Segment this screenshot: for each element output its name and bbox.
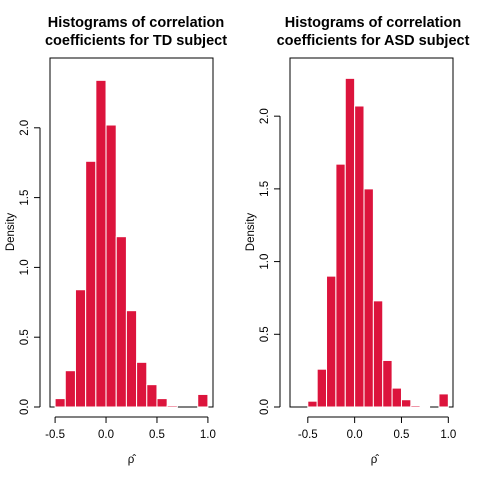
histogram-bar	[419, 405, 431, 408]
x-tick-label: 0.5	[393, 429, 409, 441]
x-tick-label: 1.0	[200, 429, 216, 441]
histogram-bar	[156, 398, 168, 408]
histogram-bar	[372, 300, 384, 408]
histogram-bar	[85, 160, 97, 408]
chart-title-line-2: coefficients for ASD subject	[277, 33, 470, 49]
x-axis-label: ρ̂	[128, 454, 137, 466]
x-axis-label: ρ̂	[371, 454, 380, 466]
histogram-bar	[125, 310, 138, 408]
histogram-bar	[354, 105, 365, 408]
x-axis: -0.5 0.0 0.5 1.0	[45, 416, 216, 441]
histogram-bar	[410, 405, 421, 408]
bar-group	[307, 77, 449, 408]
x-axis: -0.5 0.0 0.5 1.0	[298, 416, 456, 441]
y-axis-label: Density	[5, 213, 17, 252]
y-tick-label: 1.0	[19, 259, 31, 275]
y-tick-label: 0.5	[19, 329, 31, 345]
y-tick-label: 0.0	[19, 399, 31, 415]
x-tick-label: 0.5	[149, 429, 165, 441]
histogram-bar	[146, 384, 158, 408]
histogram-bar	[105, 124, 117, 408]
x-tick-label: 0.0	[98, 429, 114, 441]
x-tick-label: 1.0	[440, 429, 456, 441]
histogram-bar	[438, 393, 449, 408]
histogram-bar	[335, 163, 346, 408]
chart-panel-asd: Histograms of correlation coefficients f…	[245, 15, 470, 466]
y-tick-label: 2.0	[19, 120, 31, 136]
x-tick-label: -0.5	[45, 429, 65, 441]
chart-title-line-1: Histograms of correlation	[48, 15, 224, 31]
histogram-bar	[307, 400, 318, 408]
y-tick-label: 1.5	[259, 181, 271, 197]
y-tick-label: 2.0	[259, 108, 271, 124]
y-tick-label: 0.0	[259, 399, 271, 415]
x-tick-label: -0.5	[298, 429, 318, 441]
y-axis-label: Density	[245, 213, 257, 252]
histogram-bar	[316, 368, 328, 408]
histogram-bar	[344, 77, 356, 408]
chart-title-line-2: coefficients for TD subject	[45, 33, 227, 49]
bar-group	[54, 79, 209, 408]
histogram-bar	[54, 398, 66, 408]
y-tick-label: 1.0	[259, 254, 271, 270]
histogram-bar	[400, 399, 412, 408]
histogram-bar	[115, 236, 127, 408]
y-tick-label: 0.5	[259, 326, 271, 342]
histogram-bar	[391, 387, 402, 408]
histogram-bar	[95, 79, 107, 408]
y-tick-label: 1.5	[19, 190, 31, 206]
x-tick-label: 0.0	[347, 429, 363, 441]
histogram-bar	[64, 370, 76, 408]
chart-title-line-1: Histograms of correlation	[285, 15, 461, 31]
histogram-bar	[136, 361, 148, 408]
histogram-bar	[363, 188, 374, 408]
histogram-bar	[326, 275, 337, 408]
y-axis: 0.0 0.5 1.0 1.5 2.0	[259, 108, 281, 415]
y-axis: 0.0 0.5 1.0 1.5 2.0	[19, 120, 41, 415]
histogram-bar	[197, 393, 209, 408]
histogram-bar	[166, 405, 178, 408]
histogram-bar	[74, 289, 87, 408]
chart-panel-td: Histograms of correlation coefficients f…	[5, 15, 227, 466]
histogram-bar	[382, 359, 393, 408]
